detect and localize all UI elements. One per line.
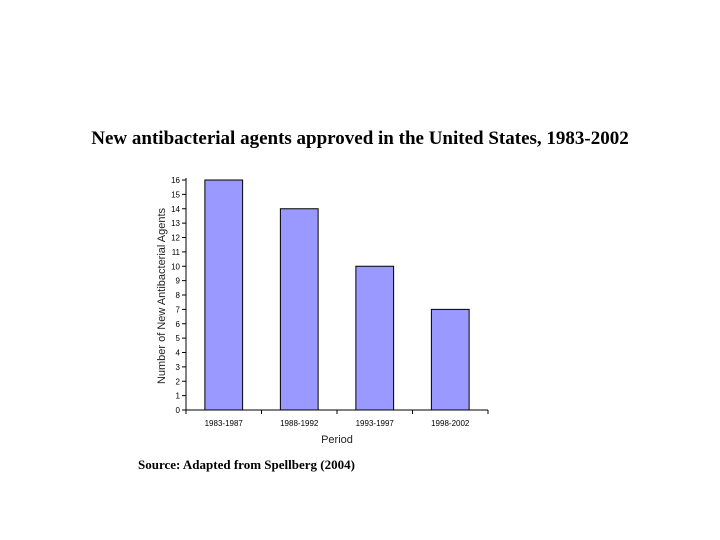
bar-1988-1992	[279, 208, 319, 411]
y-tick-label: 11	[172, 248, 181, 257]
y-tick-label: 13	[171, 219, 180, 228]
source-caption: Source: Adapted from Spellberg (2004)	[138, 457, 355, 472]
x-tick-label: 1993-1997	[356, 419, 395, 428]
y-tick-label: 5	[176, 334, 181, 343]
y-tick-label: 9	[176, 277, 181, 286]
bar-1998-2002	[430, 308, 470, 411]
y-tick-label: 8	[176, 291, 181, 300]
y-tick-label: 7	[176, 305, 181, 314]
y-tick-label: 0	[176, 406, 181, 415]
page-title: New antibacterial agents approved in the…	[91, 128, 629, 149]
y-tick-label: 3	[176, 363, 181, 372]
y-tick-label: 2	[176, 377, 181, 386]
x-tick-label: 1998-2002	[431, 419, 470, 428]
y-tick-label: 16	[171, 176, 180, 185]
x-tick-label: 1983-1987	[205, 419, 244, 428]
bar-1983-1987	[204, 179, 244, 411]
y-tick-label: 6	[176, 320, 181, 329]
y-axis-label: Number of New Antibacterial Agents	[156, 207, 168, 384]
y-tick-label: 12	[171, 234, 180, 243]
y-tick-label: 4	[176, 349, 181, 358]
y-tick-label: 14	[171, 205, 180, 214]
y-tick-label: 1	[176, 392, 181, 401]
x-tick-label: 1988-1992	[280, 419, 319, 428]
x-axis-label: Period	[321, 434, 353, 446]
y-tick-label: 10	[171, 262, 180, 271]
y-tick-label: 15	[171, 190, 180, 199]
bar-1993-1997	[355, 265, 395, 411]
